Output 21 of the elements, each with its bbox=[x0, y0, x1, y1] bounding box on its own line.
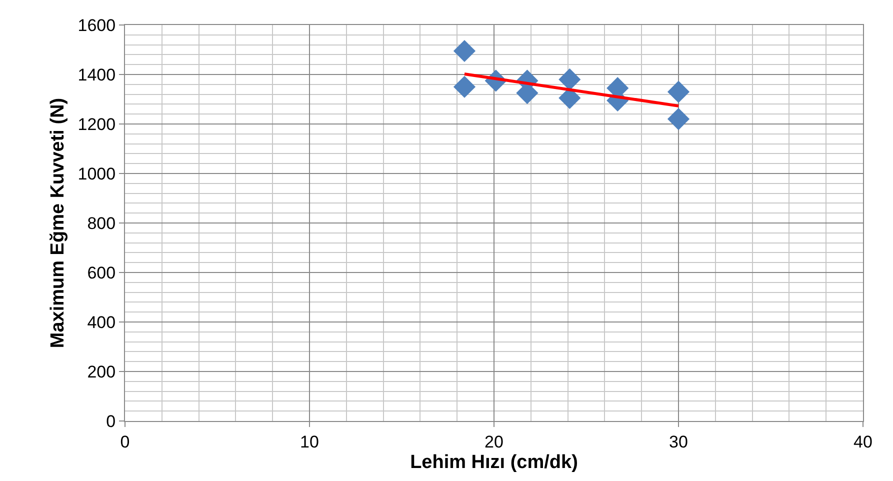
point bbox=[558, 68, 581, 90]
y-tick-label: 0 bbox=[106, 412, 116, 431]
x-tick-label: 30 bbox=[669, 432, 688, 452]
y-tick-label: 1200 bbox=[78, 114, 116, 134]
x-tick-label: 20 bbox=[484, 432, 504, 452]
y-tick-label: 400 bbox=[87, 312, 116, 332]
y-tick-label: 800 bbox=[87, 214, 116, 233]
y-tick-label: 600 bbox=[87, 263, 116, 282]
x-axis-title: Lehim Hızı (cm/dk) bbox=[410, 452, 578, 474]
y-tick-label: 1600 bbox=[78, 16, 116, 35]
x-tick-label: 0 bbox=[120, 432, 130, 452]
point bbox=[453, 76, 476, 98]
y-tick-label: 200 bbox=[87, 362, 116, 382]
x-tick-label: 10 bbox=[300, 432, 319, 452]
y-tick-label: 1000 bbox=[78, 164, 116, 184]
y-axis-title: Maximum Eğme Kuvveti (N) bbox=[48, 98, 69, 348]
y-tick-label: 1400 bbox=[78, 65, 116, 84]
point bbox=[667, 80, 690, 103]
x-tick-label: 40 bbox=[854, 432, 872, 452]
point bbox=[667, 108, 690, 130]
point bbox=[453, 40, 476, 62]
